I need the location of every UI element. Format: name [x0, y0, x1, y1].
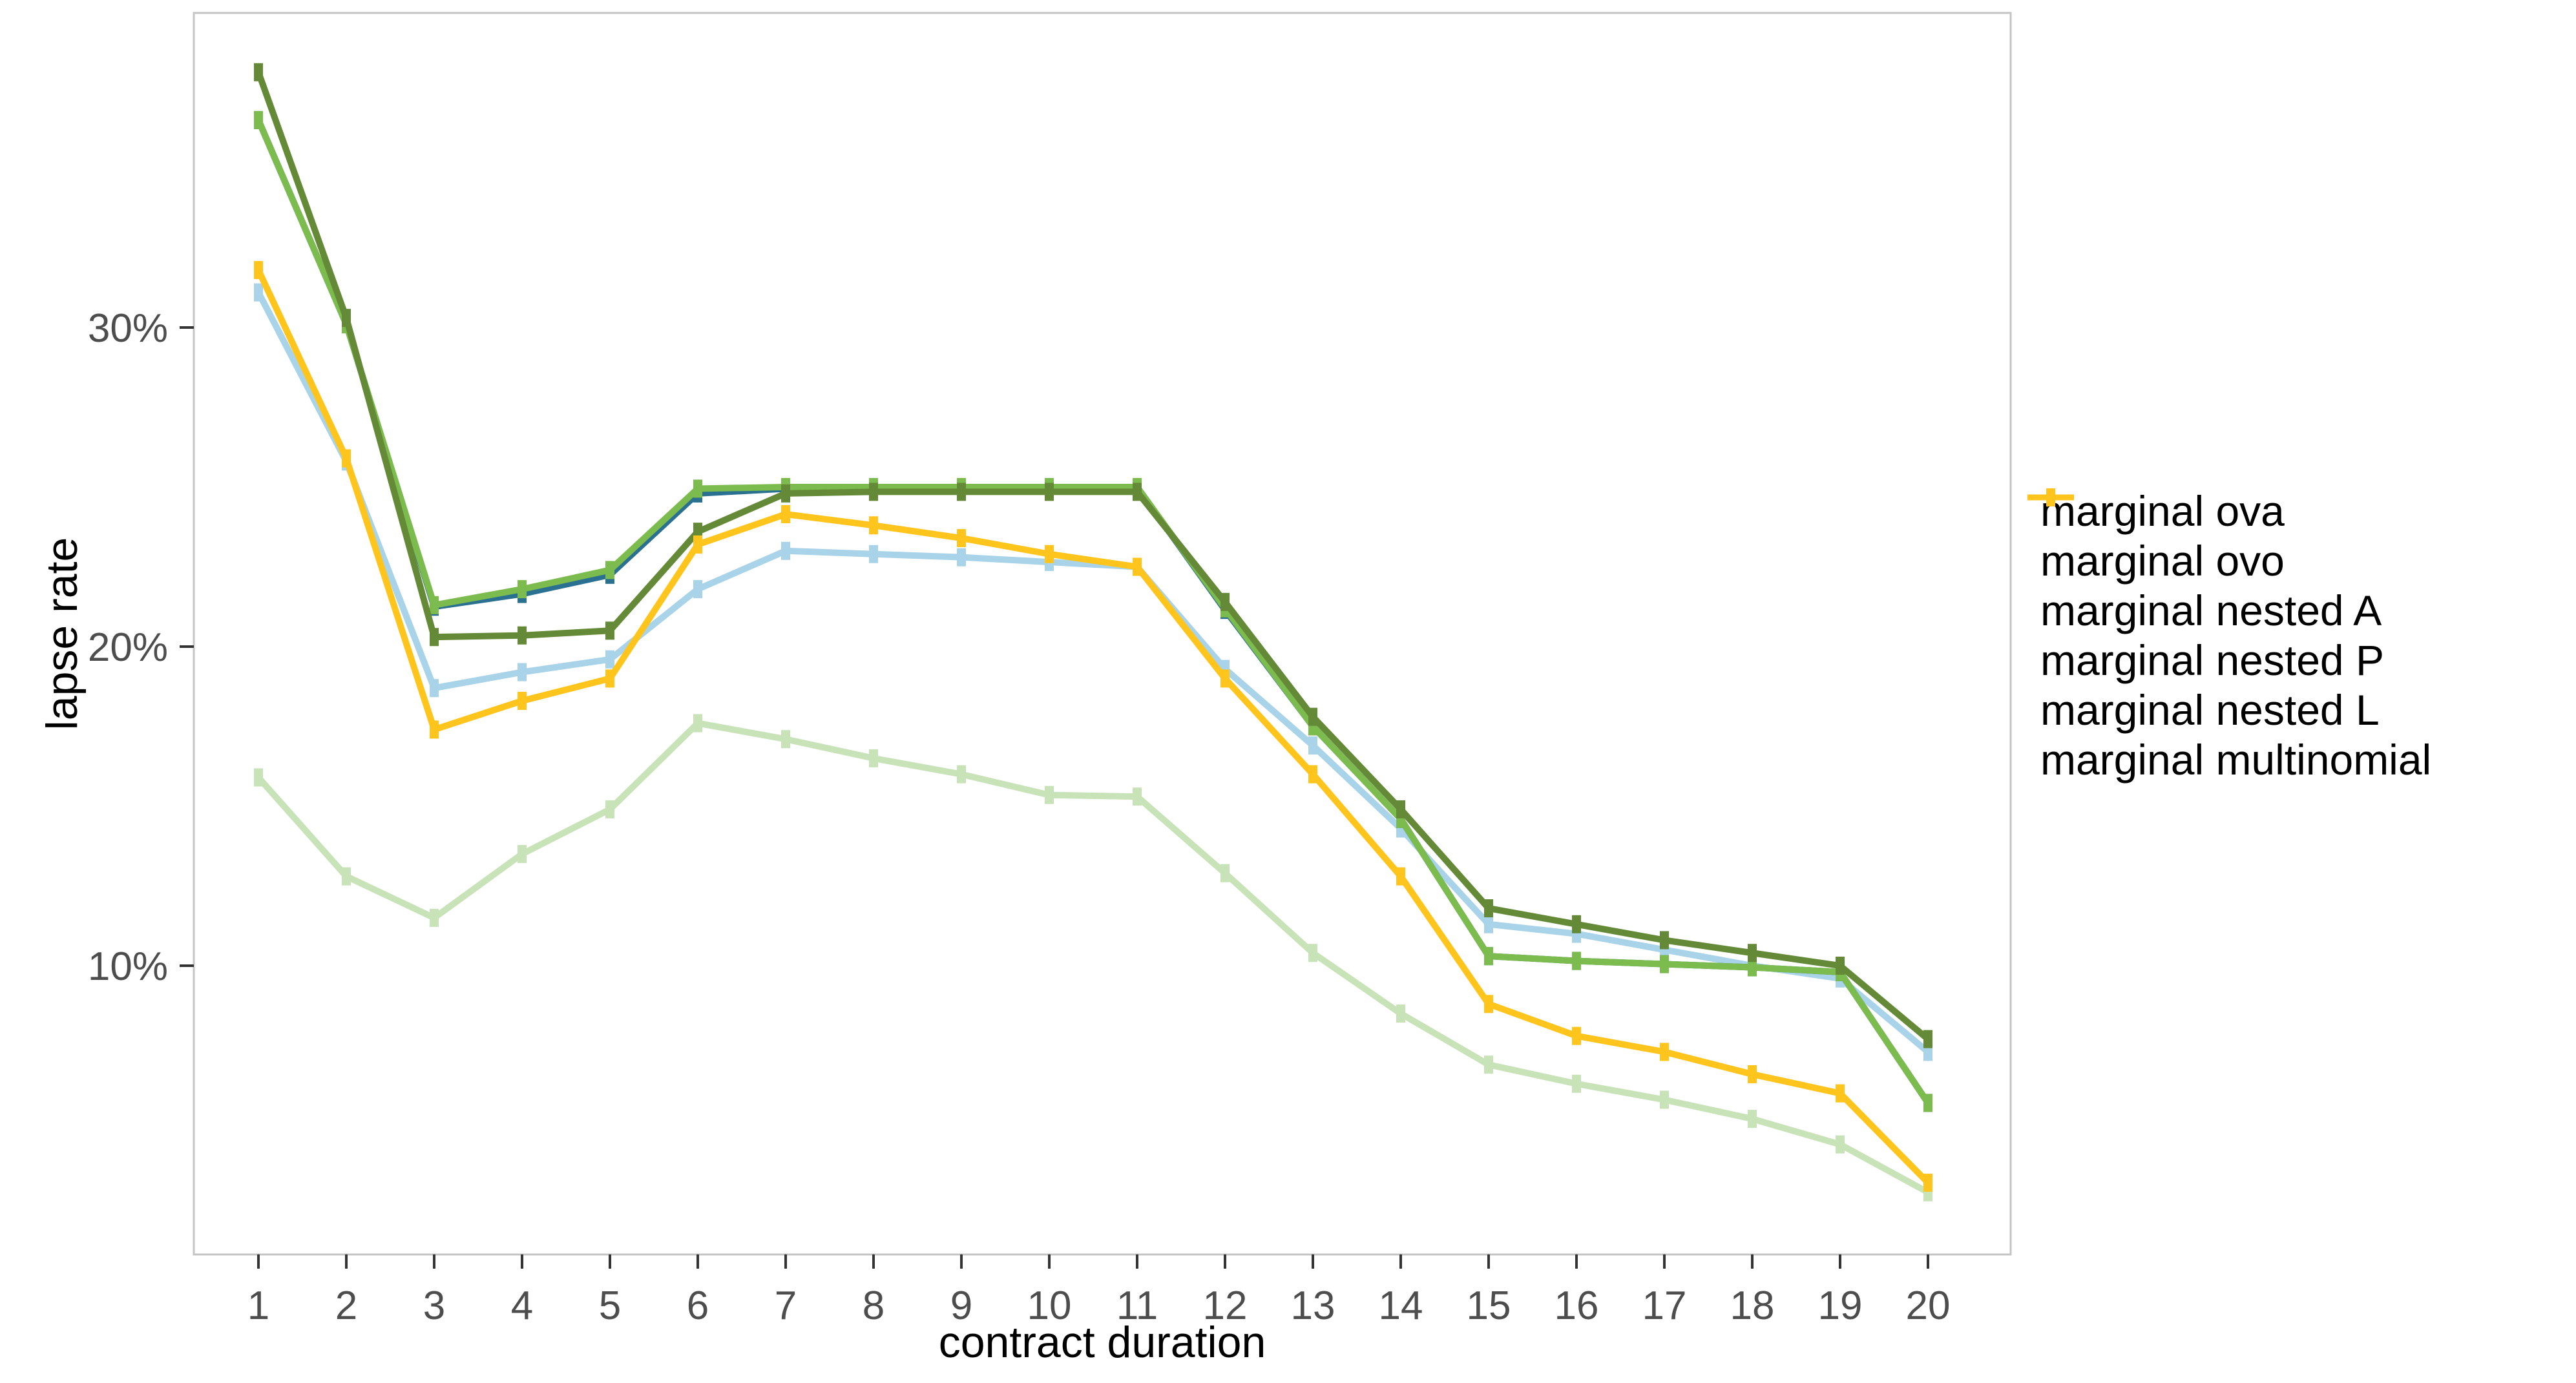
x-tick-label: 14 — [1379, 1284, 1423, 1328]
x-tick-label: 15 — [1467, 1284, 1511, 1328]
x-tick-label: 18 — [1730, 1284, 1775, 1328]
legend-label: marginal nested P — [2040, 636, 2384, 684]
series-line-marginal-ova — [255, 291, 1931, 1055]
x-axis-title: contract duration — [938, 1318, 1266, 1367]
x-tick-label: 6 — [687, 1284, 709, 1328]
series-marginal-nested-a — [254, 714, 1932, 1201]
series-line-marginal-nested-p — [255, 118, 1931, 1105]
legend-item-marginal-ovo: marginal ovo — [2026, 488, 2431, 585]
x-tick-label: 5 — [599, 1284, 621, 1328]
y-tick-label: 20% — [88, 625, 168, 670]
x-tick-label: 7 — [775, 1284, 797, 1328]
x-tick-label: 4 — [511, 1284, 533, 1328]
x-tick-label: 8 — [863, 1284, 885, 1328]
series-line-marginal-multinomial — [255, 268, 1931, 1185]
legend-item-marginal-nested-p: marginal nested P — [2026, 488, 2431, 685]
series-line-marginal-nested-l — [255, 71, 1931, 1042]
x-tick-label: 1 — [247, 1284, 269, 1328]
y-axis: 10% 20% 30% — [88, 306, 194, 989]
legend-item-marginal-ova: marginal ova — [2026, 486, 2431, 536]
legend-item-marginal-nested-l: marginal nested L — [2026, 488, 2431, 734]
legend-item-marginal-multinomial: marginal multinomial — [2026, 488, 2432, 784]
x-tick-label: 10 — [1027, 1284, 1072, 1328]
series-line-marginal-nested-a — [256, 720, 1930, 1196]
y-tick-label: 30% — [88, 306, 168, 351]
legend-label: marginal ovo — [2040, 536, 2285, 585]
y-axis-title: lapse rate — [37, 537, 87, 731]
x-tick-label: 11 — [1116, 1284, 1158, 1328]
legend-key-line-icon — [2027, 488, 2074, 506]
series-marginal-nested-l — [254, 63, 1932, 1048]
legend-label: marginal nested A — [2040, 586, 2382, 634]
legend-label: marginal multinomial — [2040, 735, 2432, 784]
x-tick-label: 13 — [1291, 1284, 1335, 1328]
legend-label: marginal ova — [2040, 486, 2285, 535]
x-tick-label: 12 — [1203, 1284, 1248, 1328]
x-tick-label: 19 — [1818, 1284, 1863, 1328]
legend: marginal ova marginal ovo marginal nested … — [2026, 486, 2431, 784]
legend-item-marginal-nested-a: marginal nested A — [2026, 488, 2431, 635]
x-tick-label: 2 — [335, 1284, 357, 1328]
series-marginal-nested-p — [254, 110, 1932, 1112]
series-marginal-multinomial — [254, 261, 1932, 1192]
x-tick-label: 16 — [1555, 1284, 1599, 1328]
x-axis: 1 2 3 4 5 6 7 8 9 10 11 12 13 14 15 16 17 18 19 20 — [247, 1254, 1951, 1328]
x-tick-label: 9 — [950, 1284, 972, 1328]
x-tick-label: 3 — [423, 1284, 445, 1328]
x-tick-label: 17 — [1642, 1284, 1687, 1328]
series-line-marginal-ovo — [255, 118, 1931, 1105]
legend-label: marginal nested L — [2040, 685, 2380, 734]
y-tick-label: 10% — [88, 944, 168, 989]
x-tick-label: 20 — [1906, 1284, 1951, 1328]
panel-border — [193, 12, 2012, 1256]
